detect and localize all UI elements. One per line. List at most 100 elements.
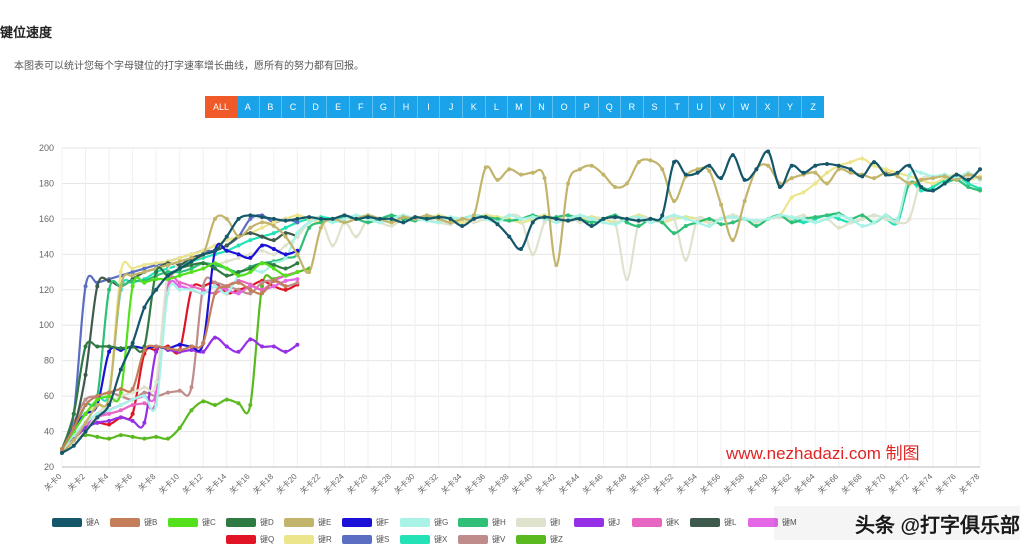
legend-item[interactable]: 键Q	[226, 534, 284, 545]
data-point	[271, 216, 276, 221]
letter-tab-d[interactable]: D	[304, 96, 328, 118]
data-point	[719, 222, 724, 227]
data-point	[377, 216, 382, 221]
data-point	[895, 216, 900, 221]
x-tick-label: 关卡44	[557, 471, 582, 496]
legend-item[interactable]: 键F	[342, 517, 400, 528]
letter-tab-m[interactable]: M	[508, 96, 531, 118]
legend-item[interactable]: 键S	[342, 534, 400, 545]
data-point	[107, 349, 112, 354]
letter-tab-u[interactable]: U	[688, 96, 712, 118]
legend-item[interactable]: 键B	[110, 517, 168, 528]
legend-swatch	[690, 518, 720, 527]
letter-tab-p[interactable]: P	[575, 96, 599, 118]
legend-item[interactable]: 键K	[632, 517, 690, 528]
data-point	[907, 172, 912, 177]
x-tick-label: 关卡40	[510, 471, 535, 496]
legend-item[interactable]: 键V	[458, 534, 516, 545]
data-point	[295, 216, 300, 221]
legend-item[interactable]: 键L	[690, 517, 748, 528]
letter-tab-h[interactable]: H	[395, 96, 418, 118]
data-point	[248, 270, 253, 275]
data-point	[495, 177, 500, 182]
data-point	[177, 255, 182, 260]
letter-tab-f[interactable]: F	[349, 96, 373, 118]
data-point	[919, 170, 924, 175]
data-point	[613, 184, 618, 189]
letter-tab-g[interactable]: G	[372, 96, 396, 118]
y-tick-label: 200	[39, 143, 54, 153]
legend-label: 键Z	[550, 535, 563, 544]
letter-tab-c[interactable]: C	[282, 96, 305, 118]
letter-tab-t[interactable]: T	[666, 96, 689, 118]
data-point	[789, 215, 794, 220]
data-point	[130, 434, 135, 439]
letter-tab-k[interactable]: K	[462, 96, 486, 118]
data-point	[872, 213, 877, 218]
y-tick-label: 40	[44, 427, 54, 437]
data-point	[507, 167, 512, 172]
legend-label: 键V	[492, 535, 506, 544]
data-point	[177, 262, 182, 267]
letter-tab-n[interactable]: N	[530, 96, 554, 118]
x-tick-label: 关卡22	[298, 471, 323, 496]
legend-item[interactable]: 键A	[52, 517, 110, 528]
letter-tab-q[interactable]: Q	[598, 96, 622, 118]
letter-tab-all[interactable]: ALL	[205, 96, 237, 118]
legend-item[interactable]: 键R	[284, 534, 342, 545]
legend-swatch	[168, 518, 198, 527]
legend-item[interactable]: 键I	[516, 517, 574, 528]
letter-tab-r[interactable]: R	[621, 96, 644, 118]
letter-tab-e[interactable]: E	[327, 96, 350, 118]
data-point	[589, 216, 594, 221]
data-point	[872, 220, 877, 225]
data-point	[907, 216, 912, 221]
data-point	[883, 216, 888, 221]
legend-item[interactable]: 键M	[748, 517, 806, 528]
data-point	[318, 216, 323, 221]
letter-tab-v[interactable]: V	[711, 96, 735, 118]
data-point	[766, 149, 771, 154]
legend-swatch	[284, 535, 314, 544]
legend-item[interactable]: 键H	[458, 517, 516, 528]
letter-tab-i[interactable]: I	[417, 96, 441, 118]
letter-tab-y[interactable]: Y	[779, 96, 802, 118]
legend-label: 键G	[434, 518, 449, 527]
legend-item[interactable]: 键E	[284, 517, 342, 528]
letter-tab-x[interactable]: X	[756, 96, 780, 118]
letter-tab-l[interactable]: L	[485, 96, 509, 118]
x-tick-label: 关卡50	[627, 471, 652, 496]
data-point	[295, 261, 300, 266]
legend-item[interactable]: 键Z	[516, 534, 574, 545]
data-point	[719, 176, 724, 181]
data-point	[118, 433, 123, 438]
data-point	[271, 220, 276, 225]
data-point	[730, 153, 735, 158]
data-point	[966, 184, 971, 189]
data-point	[330, 220, 335, 225]
data-point	[95, 284, 100, 289]
data-point	[836, 163, 841, 168]
letter-tab-b[interactable]: B	[259, 96, 283, 118]
data-point	[271, 344, 276, 349]
legend-item[interactable]: 键D	[226, 517, 284, 528]
letter-tab-w[interactable]: W	[734, 96, 757, 118]
letter-tab-s[interactable]: S	[643, 96, 667, 118]
data-point	[71, 443, 76, 448]
legend-item[interactable]: 键G	[400, 517, 458, 528]
data-point	[213, 291, 217, 296]
legend-item[interactable]: 键J	[574, 517, 632, 528]
data-point	[648, 220, 653, 225]
letter-tab-z[interactable]: Z	[801, 96, 825, 118]
data-point	[201, 349, 206, 354]
legend-item[interactable]: 键X	[400, 534, 458, 545]
letter-tab-j[interactable]: J	[440, 96, 463, 118]
data-point	[142, 390, 147, 395]
letter-tab-o[interactable]: O	[553, 96, 576, 118]
legend-item[interactable]: 键C	[168, 517, 226, 528]
letter-tab-a[interactable]: A	[237, 96, 260, 118]
legend-label: 键D	[260, 518, 274, 527]
data-point	[742, 177, 747, 182]
data-point	[707, 220, 712, 225]
